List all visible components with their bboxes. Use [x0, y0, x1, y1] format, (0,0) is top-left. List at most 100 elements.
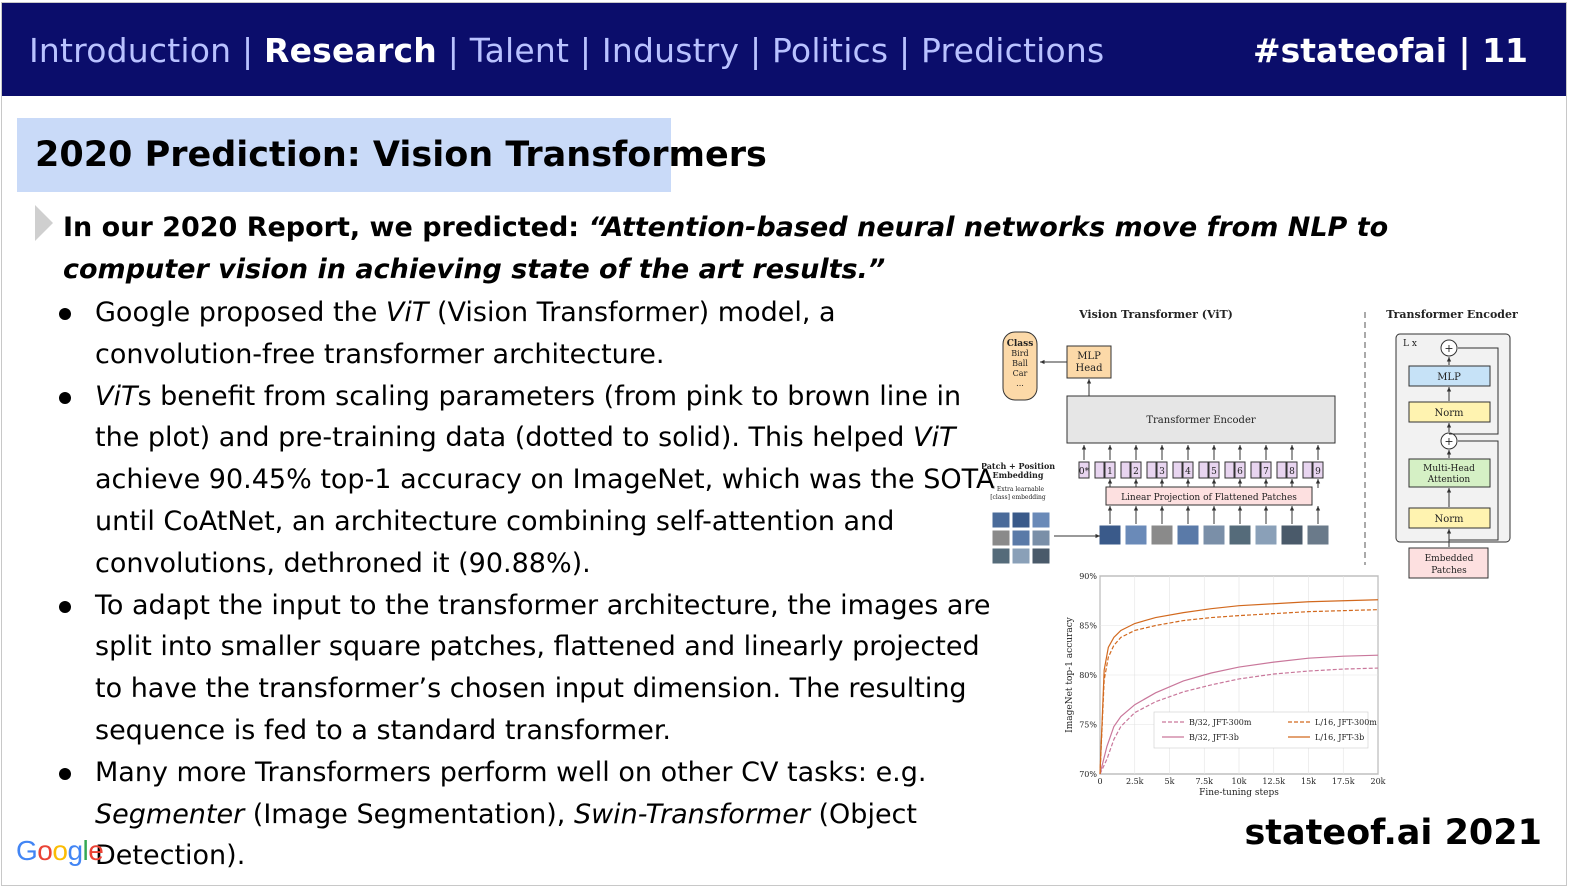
- projection-arrow-head: [1237, 479, 1243, 484]
- vit-figure: Vision Transformer (ViT) Transformer Enco…: [982, 300, 1522, 810]
- position-embedding-box: [1302, 461, 1313, 479]
- mlp-head-label: MLP: [1077, 351, 1101, 362]
- patch-embedding-label: Patch + Position: [982, 461, 1055, 471]
- token-arrow-head: [1237, 445, 1243, 450]
- nav-item-introduction[interactable]: Introduction: [29, 31, 232, 70]
- patch-up-arrow-head: [1159, 506, 1165, 511]
- residual-add-icon-glyph: +: [1444, 342, 1453, 355]
- image-patch: [1306, 524, 1330, 546]
- vit-title: Vision Transformer (ViT): [1078, 308, 1233, 321]
- patch-token-box: [1260, 461, 1272, 479]
- image-patch: [1202, 524, 1226, 546]
- chart-xtick-label: 2.5k: [1126, 777, 1144, 786]
- lead-quote: “Attention-based neural networks move fr…: [63, 212, 1389, 285]
- patch-embedding-label: Embedding: [993, 470, 1044, 480]
- nav-item-predictions[interactable]: Predictions: [921, 31, 1105, 70]
- position-embedding-box: [1120, 461, 1131, 479]
- image-patch: [1098, 524, 1122, 546]
- enc-arrow-head: [1446, 387, 1452, 392]
- projection-arrow-head: [1263, 479, 1269, 484]
- nav-item-talent[interactable]: Talent: [469, 31, 570, 70]
- token-arrow-head: [1159, 445, 1165, 450]
- linear-projection-label: Linear Projection of Flattened Patches: [1121, 493, 1297, 503]
- chart-ytick-label: 70%: [1079, 770, 1097, 779]
- bullet-dot-icon: [59, 600, 71, 613]
- nav-item-politics[interactable]: Politics: [772, 31, 889, 70]
- token-label: 7: [1263, 467, 1269, 477]
- position-embedding-box: [1172, 461, 1183, 479]
- chart-xtick-label: 20k: [1370, 777, 1385, 786]
- encoder-norm-box: [1408, 507, 1491, 529]
- bullet-text: achieve 90.45% top-1 accuracy on ImageNe…: [95, 464, 995, 579]
- attention-label: Multi-Head: [1423, 464, 1475, 474]
- token-arrow-head: [1081, 445, 1087, 450]
- slide-title-box: 2020 Prediction: Vision Transformers: [17, 118, 767, 192]
- token-arrow-head: [1133, 445, 1139, 450]
- token-label: 6: [1237, 467, 1243, 477]
- token-arrow-head: [1263, 445, 1269, 450]
- attention-label: Attention: [1427, 475, 1471, 485]
- bullet-item: Many more Transformers perform well on o…: [55, 752, 1005, 877]
- bullet-text: ViT: [95, 380, 138, 412]
- patch-token-box: [1078, 461, 1090, 479]
- chart-series-line: [1099, 599, 1379, 775]
- lead-arrow-icon: [35, 205, 53, 241]
- position-embedding-box: [1224, 461, 1235, 479]
- image-patch: [1150, 524, 1174, 546]
- patch-token-box: [1208, 461, 1220, 479]
- position-embedding-box: [1198, 461, 1209, 479]
- patch-token-box: [1286, 461, 1298, 479]
- source-image-tile: [1011, 511, 1031, 529]
- bullet-text: (Object Detection).: [95, 798, 917, 872]
- embedded-patches-box: [1408, 547, 1489, 579]
- encoder-repeat-label: L x: [1403, 339, 1417, 349]
- position-embedding-box: [1146, 461, 1157, 479]
- chart-xtick-label: 0: [1097, 777, 1102, 786]
- token-label: 5: [1211, 467, 1217, 477]
- token-arrow-head: [1185, 445, 1191, 450]
- bullet-text: ViT: [912, 422, 956, 454]
- bullet-text: s benefit from scaling parameters (from …: [95, 380, 962, 454]
- chart-series-line: [1099, 609, 1379, 775]
- chart-series-line: [1099, 667, 1379, 775]
- chart-ytick-label: 75%: [1079, 721, 1097, 730]
- bullet-dot-icon: [59, 391, 71, 404]
- projection-arrow-head: [1107, 479, 1113, 484]
- image-patch: [1176, 524, 1200, 546]
- projection-arrow-head: [1159, 479, 1165, 484]
- extra-learnable-label: * Extra learnable: [992, 486, 1045, 493]
- chart-xtick-label: 12.5k: [1262, 777, 1285, 786]
- nav-item-research[interactable]: Research: [263, 31, 437, 70]
- bullet-dot-icon: [59, 308, 71, 320]
- header-bar: Introduction | Research | Talent | Indus…: [2, 3, 1566, 96]
- source-image-tile: [1011, 529, 1031, 547]
- slide-title: 2020 Prediction: Vision Transformers: [35, 135, 767, 175]
- nav-separator: |: [447, 31, 460, 70]
- bullet-item: ViTs benefit from scaling parameters (fr…: [55, 376, 1005, 585]
- image-patch: [1254, 524, 1278, 546]
- mlp-head-label: Head: [1075, 363, 1103, 374]
- token-arrow-head: [1289, 445, 1295, 450]
- token-label: 4: [1185, 467, 1191, 477]
- encoder-mlp-box: [1408, 365, 1491, 387]
- patch-token-box: [1156, 461, 1168, 479]
- chart-xtick-label: 5k: [1165, 777, 1175, 786]
- patch-up-arrow-head: [1185, 506, 1191, 511]
- enc-arrow-head: [1446, 529, 1452, 534]
- chart-legend-label: L/16, JFT-3b: [1315, 733, 1364, 742]
- source-image-tile: [991, 511, 1011, 529]
- residual-add-icon-glyph: +: [1444, 435, 1453, 448]
- class-label: ...: [1016, 379, 1024, 388]
- encoder-to-mlp-arrow-head: [1086, 379, 1092, 384]
- token-label: 9: [1315, 467, 1321, 477]
- chart-legend-label: L/16, JFT-300m: [1315, 718, 1377, 727]
- enc-arrow-head: [1446, 423, 1452, 428]
- bullet-text: Many more Transformers perform well on o…: [95, 756, 927, 788]
- patch-up-arrow-head: [1315, 506, 1321, 511]
- patch-up-arrow-head: [1289, 506, 1295, 511]
- nav-separator: |: [579, 31, 592, 70]
- bullet-list: Google proposed the ViT (Vision Transfor…: [55, 292, 1005, 877]
- nav-item-industry[interactable]: Industry: [601, 31, 740, 70]
- patch-up-arrow-head: [1237, 506, 1243, 511]
- residual-add-icon: [1440, 432, 1458, 450]
